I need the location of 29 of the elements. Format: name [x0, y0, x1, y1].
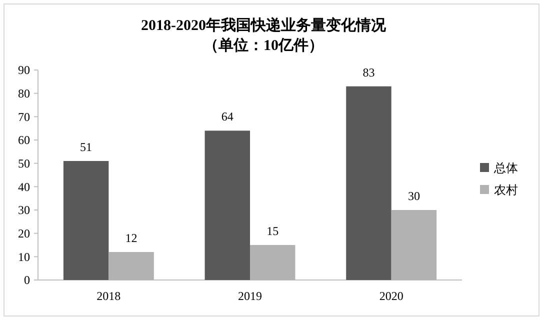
bar [250, 245, 296, 280]
data-label: 64 [221, 110, 234, 124]
data-label: 30 [408, 189, 420, 203]
y-tick-label: 80 [18, 86, 30, 101]
bar [391, 210, 437, 280]
chart-subtitle: （单位：10亿件） [204, 37, 324, 54]
y-tick-label: 50 [18, 156, 30, 171]
data-label: 15 [266, 224, 279, 238]
y-tick-label: 70 [18, 110, 30, 124]
x-tick-label: 2018 [96, 289, 121, 303]
x-tick-label: 2019 [238, 289, 262, 303]
bar [346, 86, 392, 280]
data-label: 51 [80, 140, 92, 154]
y-tick-label: 20 [18, 226, 30, 241]
chart-title: 2018-2020年我国快递业务量变化情况 [141, 16, 387, 34]
y-tick-label: 40 [18, 180, 30, 194]
bar [108, 252, 154, 280]
x-tick-label: 2020 [379, 289, 404, 303]
data-label: 12 [125, 231, 138, 245]
bar [63, 161, 109, 280]
bar [204, 130, 250, 280]
y-tick-label: 30 [18, 203, 30, 218]
legend-label: 农村 [494, 183, 518, 198]
y-tick-label: 60 [18, 133, 30, 148]
legend-label: 总体 [493, 161, 518, 176]
y-tick-label: 90 [18, 63, 30, 78]
data-label: 83 [362, 65, 375, 80]
y-tick-label: 10 [18, 250, 30, 264]
y-tick-label: 0 [24, 273, 30, 288]
